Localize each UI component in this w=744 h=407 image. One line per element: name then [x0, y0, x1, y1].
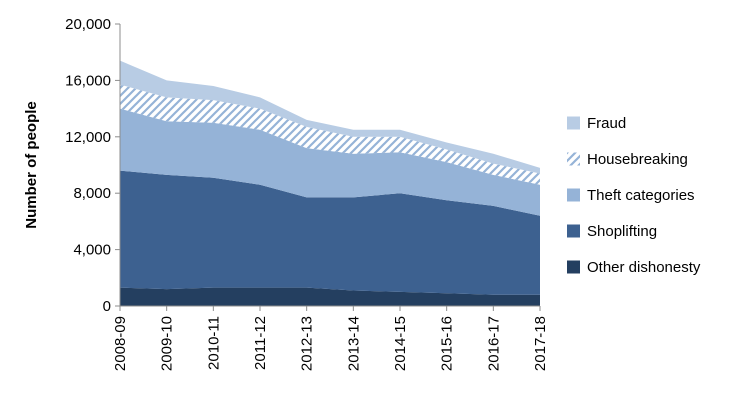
y-tick-label: 0: [103, 298, 111, 315]
x-tick-label: 2013-14: [345, 316, 362, 371]
x-tick-label: 2011-12: [252, 316, 269, 370]
y-tick-label: 12,000: [65, 129, 111, 146]
area-housebreaking: [120, 84, 540, 185]
legend-label: Theft categories: [587, 187, 695, 204]
x-tick-label: 2015-16: [439, 316, 456, 371]
legend-swatch: [567, 188, 580, 202]
x-tick-label: 2012-13: [299, 316, 316, 371]
x-tick-label: 2017-18: [532, 316, 549, 371]
y-tick-label: 16,000: [65, 72, 111, 89]
y-tick-label: 20,000: [65, 16, 111, 33]
x-tick-label: 2009-10: [159, 316, 176, 371]
area-fraud: [120, 60, 540, 174]
legend-item-housebreaking: Housebreaking: [567, 151, 688, 168]
legend-item-theft-categories: Theft categories: [567, 187, 695, 204]
area-shoplifting: [120, 170, 540, 295]
legend-item-shoplifting: Shoplifting: [567, 223, 657, 240]
x-tick-label: 2016-17: [485, 316, 502, 371]
x-tick-label: 2010-11: [205, 316, 222, 370]
legend-swatch: [567, 224, 580, 238]
axes-layer: [115, 23, 541, 311]
legend-label: Shoplifting: [587, 223, 657, 240]
legend-swatch: [567, 152, 580, 166]
y-tick-label: 4,000: [73, 242, 111, 259]
legend: Fraud Housebreaking Theft categories Shopli…: [567, 115, 701, 276]
legend-item-fraud: Fraud: [567, 115, 626, 132]
x-tick-label: 2014-15: [392, 316, 409, 371]
x-tick-label: 2008-09: [112, 316, 129, 371]
y-axis-title: Number of people: [23, 101, 40, 229]
legend-swatch: [567, 116, 580, 130]
legend-label: Other dishonesty: [587, 259, 701, 276]
area-theft-categories: [120, 108, 540, 216]
legend-swatch: [567, 260, 580, 274]
tick-labels-layer: 0 4,000 8,000 12,000 16,000 20,000 2008-09 2009…: [65, 16, 549, 371]
areas-layer: [120, 60, 540, 306]
legend-label: Fraud: [587, 115, 626, 132]
legend-label: Housebreaking: [587, 151, 688, 168]
y-tick-label: 8,000: [73, 185, 111, 202]
area-other-dishonesty: [120, 287, 540, 306]
legend-item-other-dishonesty: Other dishonesty: [567, 259, 701, 276]
